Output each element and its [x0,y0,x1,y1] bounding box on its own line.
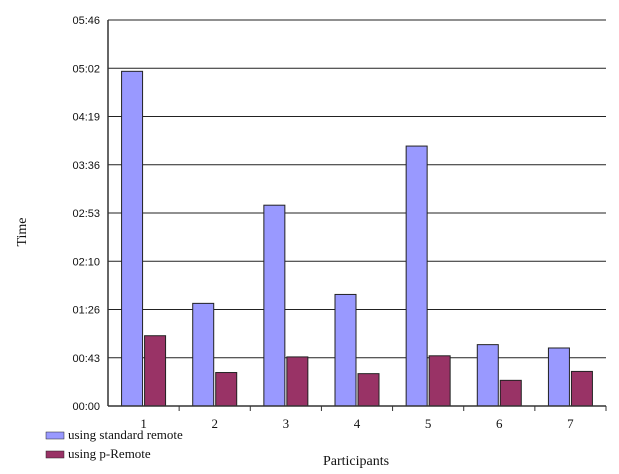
x-tick-label: 6 [496,416,503,431]
x-tick-label: 1 [140,416,147,431]
legend-swatch [45,431,65,440]
bar-p-remote-2 [215,372,238,407]
x-tick-label: 5 [425,416,432,431]
y-tick-label: 03:36 [72,160,100,172]
bar-standard-remote-4 [334,293,357,407]
x-tick-label: 4 [354,416,361,431]
y-tick-label: 00:00 [72,401,100,413]
y-tick-label: 05:46 [72,15,100,27]
bar-standard-remote-2 [192,302,215,407]
bar-p-remote-1 [144,335,167,407]
grid-lines [108,19,606,359]
legend-label: using standard remote [68,427,183,442]
legend-swatch [45,450,65,459]
y-tick-labels: 00:00 00:43 01:26 02:10 02:53 03:36 04:19 05:02… [72,15,100,413]
y-tick-label: 00:43 [72,353,100,365]
legend-label: using p-Remote [68,446,151,461]
bar-p-remote-3 [286,356,309,407]
bar-p-remote-7 [570,370,593,407]
legend: using standard remote using p-Remote [45,427,183,461]
y-tick-label: 04:19 [72,112,100,124]
bar-p-remote-6 [499,379,522,407]
y-tick-label: 01:26 [72,305,100,317]
x-tick-label: 3 [283,416,290,431]
y-axis-title: Time [15,217,30,246]
bar-p-remote-5 [428,355,451,407]
x-tick-label: 2 [211,416,218,431]
bar-standard-remote-6 [476,344,499,407]
y-tick-label: 02:53 [72,208,100,220]
bar-standard-remote-5 [405,145,428,407]
y-tick-label: 05:02 [72,63,100,75]
x-axis-title: Participants [323,454,389,469]
bar-standard-remote-7 [547,347,570,407]
bar-p-remote-4 [357,373,380,407]
bar-standard-remote-1 [121,70,144,407]
bars [121,70,593,407]
x-tick-label: 7 [567,416,574,431]
bar-standard-remote-3 [263,204,286,407]
axes [107,20,607,411]
y-tick-label: 02:10 [72,256,100,268]
x-tick-labels: 1 2 3 4 5 6 7 [140,416,574,431]
